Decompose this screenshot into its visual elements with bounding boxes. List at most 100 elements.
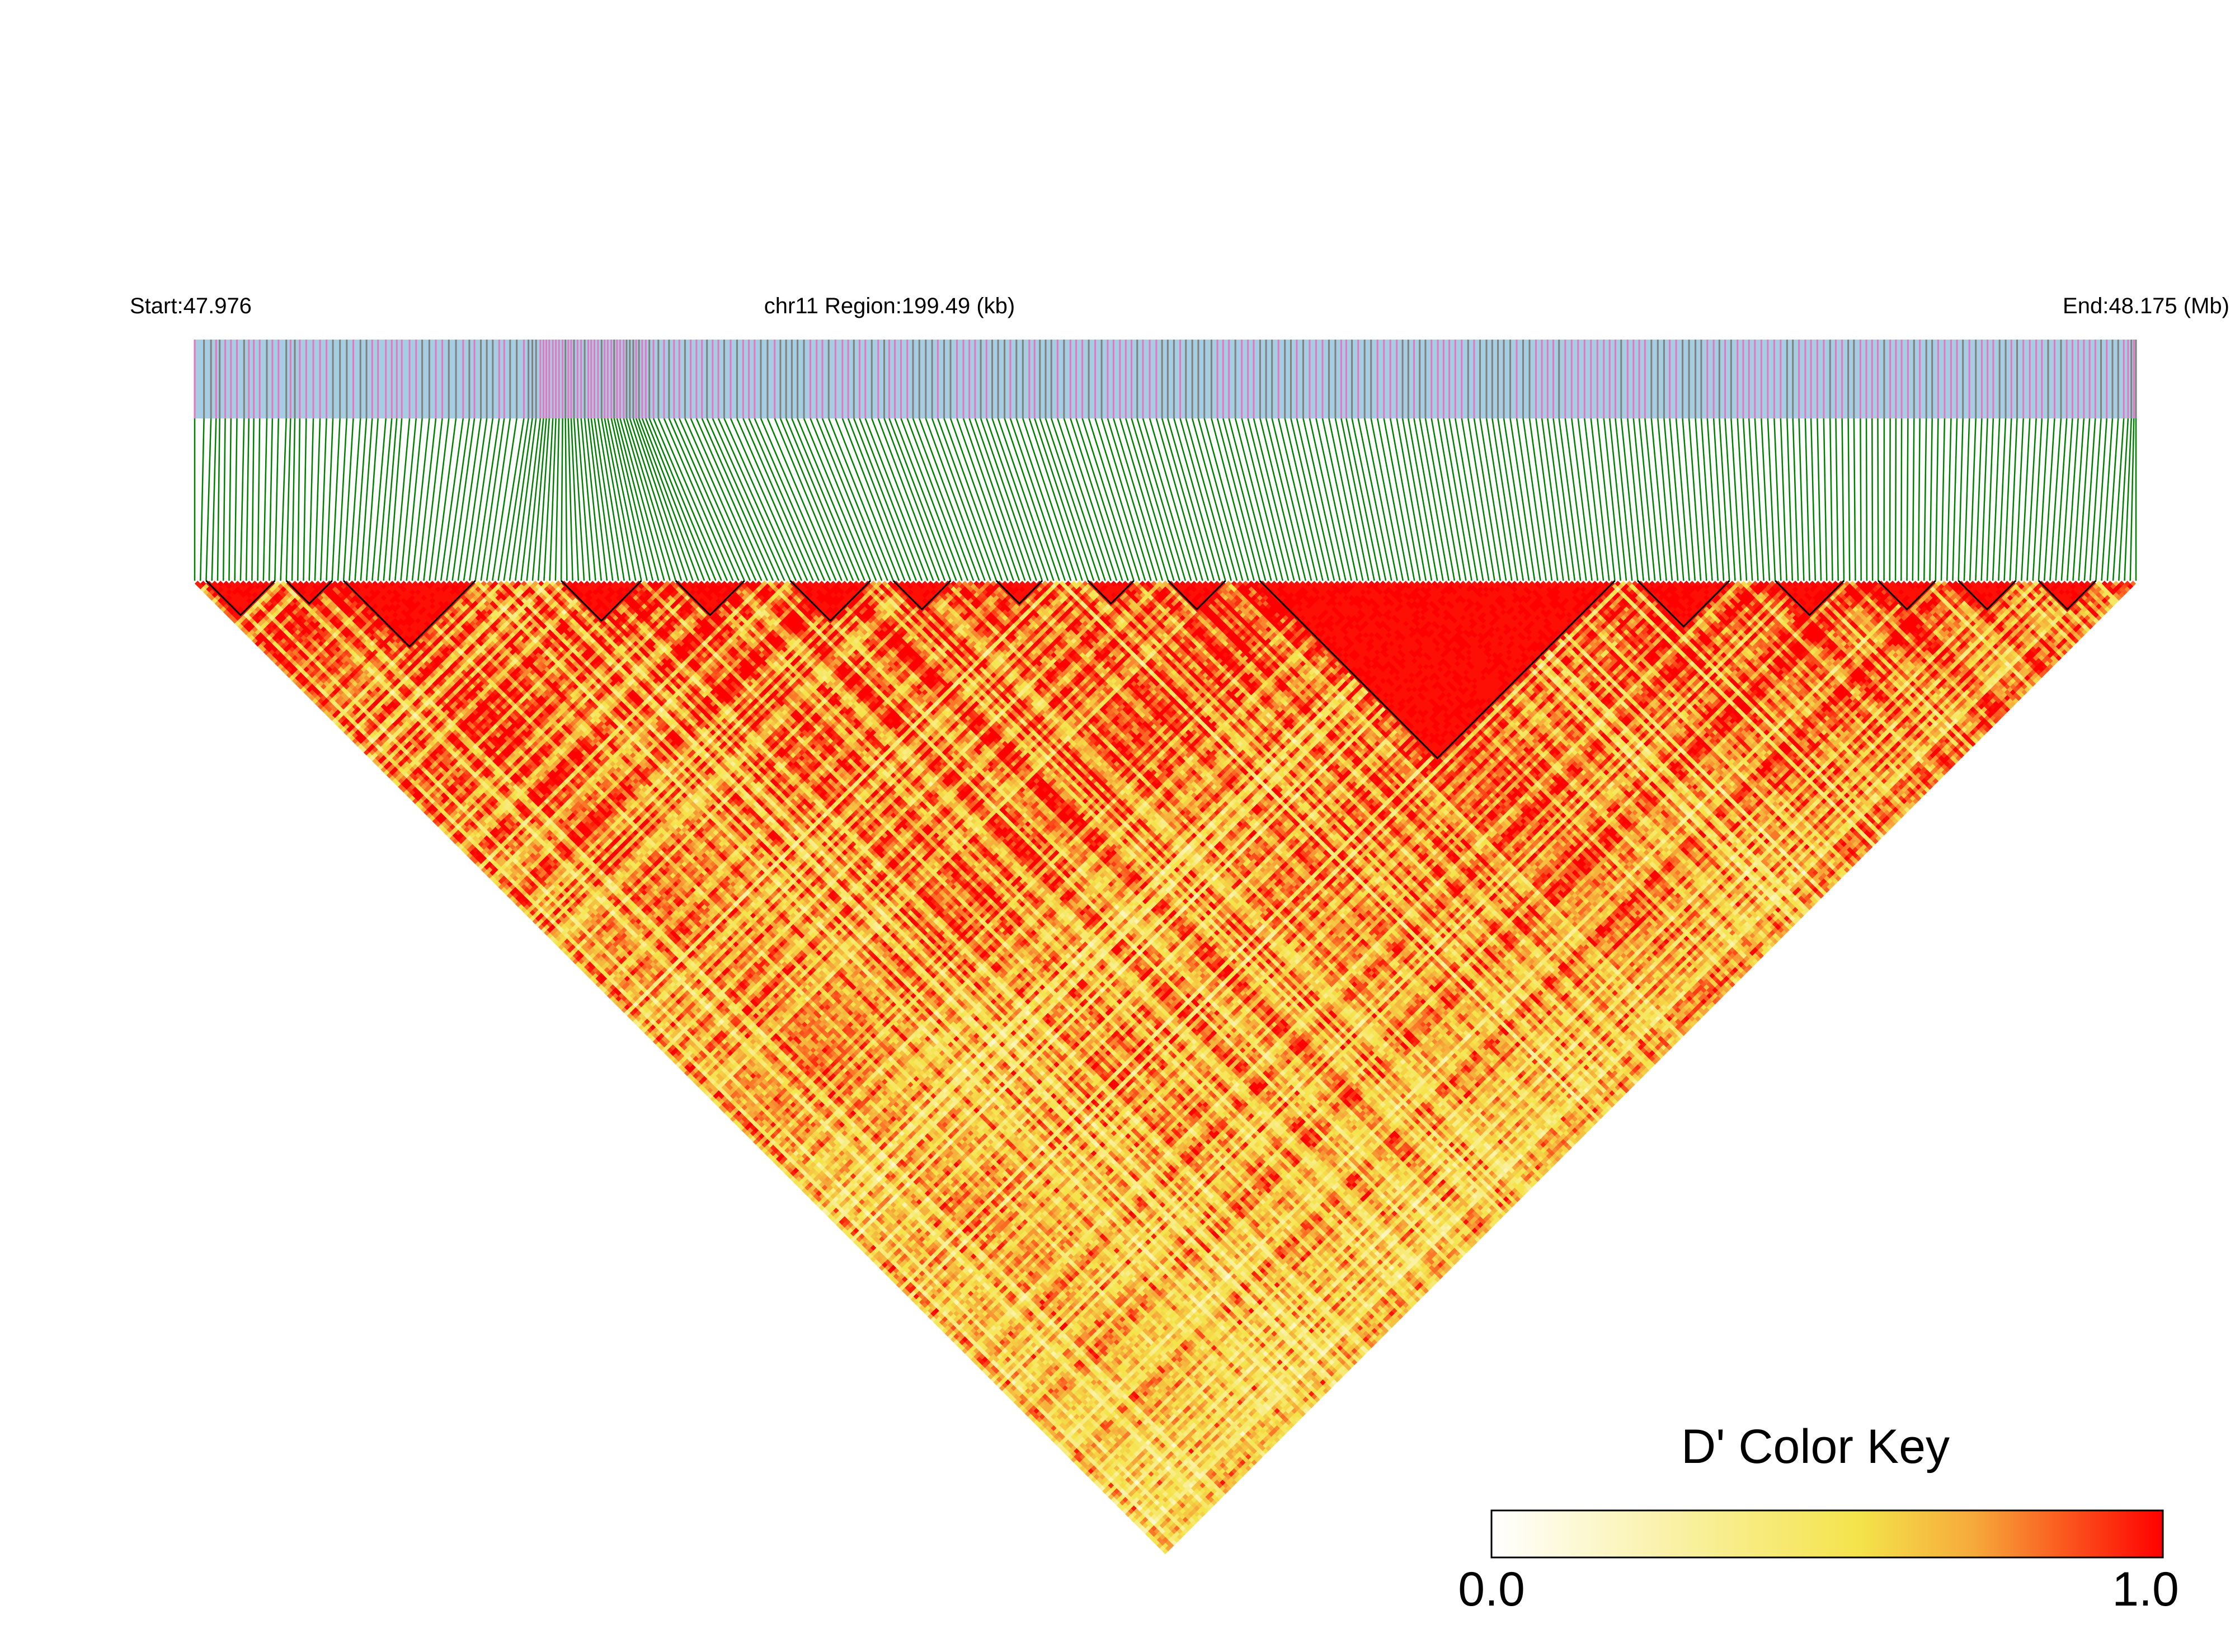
snp-connector — [1528, 418, 1553, 581]
snp-connector — [810, 418, 877, 581]
snp-connector — [900, 418, 963, 581]
snp-connector — [1719, 418, 1730, 581]
snp-connector — [1131, 418, 1180, 581]
snp-connector — [1211, 418, 1255, 581]
snp-connector — [1998, 418, 2007, 581]
snp-connector — [573, 418, 585, 581]
snp-connector — [1853, 418, 1856, 581]
snp-connector — [748, 418, 820, 581]
snp-connector — [1552, 418, 1576, 581]
snp-connector — [1584, 418, 1605, 581]
snp-connector — [607, 418, 642, 581]
snp-connector — [956, 418, 1014, 581]
snp-connector — [779, 418, 849, 581]
ld-cells-d-prime-0.550 — [246, 581, 2110, 1555]
snp-connector — [1039, 418, 1095, 581]
snp-connector — [1992, 418, 2001, 581]
snp-connector — [1535, 418, 1559, 581]
snp-connector — [1100, 418, 1152, 581]
snp-connector — [877, 418, 940, 581]
snp-connector — [1503, 418, 1530, 581]
snp-connector — [648, 418, 717, 581]
snp-connector — [816, 418, 883, 581]
snp-connector — [1271, 418, 1312, 581]
snp-connector — [1413, 418, 1444, 581]
snp-connector — [1627, 418, 1644, 581]
snp-connector — [1070, 418, 1123, 581]
snp-connector — [1608, 418, 1627, 581]
snp-connector — [791, 418, 860, 581]
snp-connector — [1929, 418, 1933, 581]
snp-connector — [503, 418, 529, 581]
snp-connector — [2015, 418, 2024, 581]
snp-connector — [537, 418, 550, 581]
snp-connector — [695, 418, 768, 581]
ld-block-13 — [1775, 580, 1845, 616]
snp-connector — [1894, 418, 1897, 581]
snp-connector — [245, 418, 250, 581]
snp-connector — [962, 418, 1020, 581]
snp-connector — [1865, 418, 1868, 581]
snp-connector — [2003, 418, 2012, 581]
snp-connector — [1396, 418, 1427, 581]
snp-connector — [679, 418, 751, 581]
snp-connector — [1516, 418, 1541, 581]
snp-connector — [1577, 418, 1599, 581]
snp-connector — [1730, 418, 1742, 581]
snp-connector — [1810, 418, 1817, 581]
snp-connector — [1228, 418, 1272, 581]
snp-connector — [570, 418, 580, 581]
ld-block-15 — [1958, 580, 2017, 611]
snp-connector — [1754, 418, 1765, 581]
snp-connector — [742, 418, 814, 581]
snp-connector — [497, 418, 525, 581]
snp-connector — [480, 418, 505, 581]
snp-connector — [394, 418, 411, 581]
color-key: D' Color Key 0.0 1.0 — [1458, 1420, 2179, 1616]
snp-connector — [1485, 418, 1513, 581]
snp-connector — [668, 418, 740, 581]
snp-connector — [613, 418, 654, 581]
snp-connector — [1564, 418, 1587, 581]
snp-connector — [1823, 418, 1828, 581]
snp-connector — [1946, 418, 1952, 581]
snp-connector — [400, 418, 417, 581]
snp-connector — [1113, 418, 1164, 581]
snp-connector — [1022, 418, 1077, 581]
snp-connector — [1963, 418, 1970, 581]
snp-connector — [1284, 418, 1324, 581]
snp-connector — [526, 418, 544, 581]
snp-connector — [1761, 418, 1771, 581]
snp-connector — [652, 418, 722, 581]
snp-connector — [1259, 418, 1301, 581]
snp-connector — [560, 418, 563, 581]
snp-connector — [943, 418, 1003, 581]
snp-connector — [949, 418, 1009, 581]
snp-connector — [1009, 418, 1066, 581]
snp-connector — [723, 418, 797, 581]
snp-connector — [1028, 418, 1083, 581]
snp-connector — [349, 418, 361, 581]
snp-connector — [2124, 418, 2132, 581]
snp-connector — [1958, 418, 1964, 581]
snp-connector — [554, 418, 560, 581]
snp-connector — [980, 418, 1037, 581]
snp-connector — [1401, 418, 1433, 581]
snp-connector — [1197, 418, 1244, 581]
snp-connector — [1088, 418, 1141, 581]
snp-connector — [594, 418, 619, 581]
snp-connector — [2072, 418, 2085, 581]
ld-block-10 — [1168, 580, 1226, 611]
snp-connector — [365, 418, 379, 581]
snp-connector — [623, 418, 671, 581]
snp-connector — [377, 418, 393, 581]
ld-block-2 — [285, 580, 333, 605]
snp-connector — [645, 418, 711, 581]
snp-connector — [457, 418, 482, 581]
snp-connector — [997, 418, 1055, 581]
snp-connector — [864, 418, 929, 581]
snp-connector — [1051, 418, 1106, 581]
snp-connector — [1620, 418, 1639, 581]
snp-connector — [1467, 418, 1495, 581]
snp-connector — [280, 418, 287, 581]
